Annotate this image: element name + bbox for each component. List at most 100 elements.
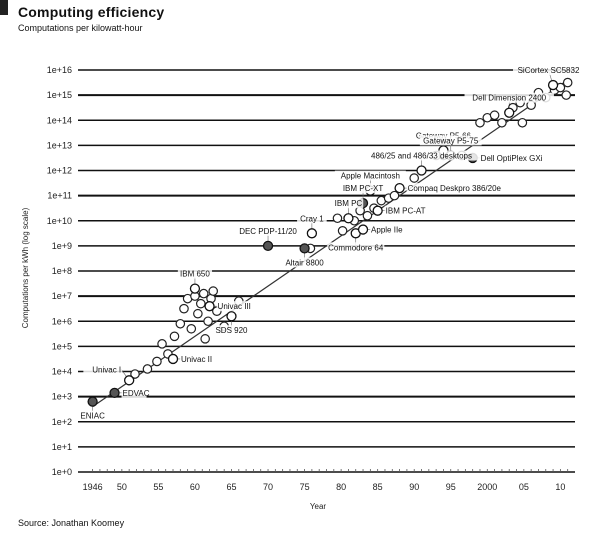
point-label: IBM PC	[335, 199, 363, 208]
data-point	[175, 318, 186, 329]
data-point	[200, 334, 210, 344]
source-note: Source: Jonathan Koomey	[18, 518, 125, 528]
labeled-data-point	[87, 396, 98, 407]
y-tick-label: 1e+9	[52, 241, 72, 251]
labeled-data-point	[547, 79, 559, 91]
x-tick-label: 95	[446, 482, 456, 492]
x-tick-label: 2000	[477, 482, 497, 492]
label-backdrop	[121, 387, 147, 398]
x-tick-label: 55	[153, 482, 163, 492]
y-tick-label: 1e+2	[52, 417, 72, 427]
label-backdrop	[216, 301, 265, 312]
point-label: Commodore 64	[328, 243, 384, 252]
y-tick-label: 1e+5	[52, 341, 72, 351]
data-point	[157, 339, 167, 349]
point-label: Gateway P5-75	[423, 136, 479, 145]
x-tick-label: 1946	[83, 482, 103, 492]
data-point	[489, 110, 500, 121]
y-tick-label: 1e+10	[47, 216, 72, 226]
label-backdrop	[341, 183, 385, 194]
y-tick-label: 1e+3	[52, 392, 72, 402]
labeled-data-point	[357, 224, 369, 235]
point-label: 486/25 and 486/33 desktops	[371, 152, 472, 161]
label-backdrop	[327, 242, 385, 253]
label-backdrop	[384, 205, 429, 216]
data-point	[142, 364, 153, 374]
data-point	[130, 369, 140, 379]
chart-subtitle: Computations per kilowatt-hour	[18, 23, 143, 33]
x-tick-label: 75	[300, 482, 310, 492]
y-axis-title: Computations per kWh (log scale)	[21, 207, 30, 328]
x-tick-label: 85	[373, 482, 383, 492]
data-point	[186, 323, 197, 334]
labeled-data-point	[299, 243, 310, 254]
axis-layer: 1e+0 1e+1 1e+2 1e+3 1e+4 1e+5 1e+6 1e+7 1e+8 1e+9…	[47, 65, 569, 492]
label-backdrop	[334, 170, 406, 181]
point-label: Compaq Deskpro 386/20e	[408, 184, 502, 193]
label-layer: ENIAC EDVAC Univac I Univac II IBM 650 Univac…	[80, 65, 584, 421]
data-point	[475, 117, 485, 128]
labeled-data-point	[343, 213, 354, 224]
x-axis-title: Year	[310, 502, 327, 511]
label-backdrop	[278, 257, 331, 268]
labeled-data-point	[394, 182, 405, 194]
y-tick-label: 1e+16	[47, 65, 72, 75]
point-label: IBM PC-XT	[343, 184, 384, 193]
y-tick-label: 1e+7	[52, 291, 72, 301]
data-point	[152, 356, 162, 367]
x-tick-label: 05	[519, 482, 529, 492]
labeled-data-point	[372, 205, 383, 216]
point-label: SiCortex SC5832	[518, 66, 580, 75]
point-label: Univac III	[218, 302, 251, 311]
labeled-data-point	[416, 165, 427, 176]
data-point	[561, 90, 572, 100]
label-backdrop	[513, 65, 584, 76]
label-backdrop	[83, 364, 123, 375]
labeled-data-point	[504, 107, 515, 118]
x-tick-label: 80	[336, 482, 346, 492]
point-label: ENIAC	[80, 412, 105, 421]
point-label: Altair 8800	[285, 258, 324, 267]
labeled-data-point	[189, 283, 201, 294]
x-tick-label: 70	[263, 482, 273, 492]
data-point	[337, 226, 348, 236]
data-point	[389, 190, 400, 201]
corner-tab	[0, 0, 8, 15]
data-point	[497, 117, 507, 128]
point-label: EDVAC	[123, 389, 150, 398]
y-tick-label: 1e+4	[52, 367, 72, 377]
x-tick-label: 65	[226, 482, 236, 492]
data-point	[193, 308, 203, 319]
y-tick-label: 1e+12	[47, 166, 72, 176]
labeled-data-point	[124, 375, 135, 386]
point-label: Dell OptiPlex GXi	[481, 154, 543, 163]
chart-title: Computing efficiency	[18, 4, 165, 20]
data-point	[203, 316, 213, 327]
data-point	[169, 331, 180, 342]
label-backdrop	[406, 183, 510, 194]
y-tick-label: 1e+1	[52, 442, 72, 452]
point-label: SDS 920	[215, 326, 248, 335]
point-label: Apple Macintosh	[341, 172, 400, 181]
y-tick-label: 1e+8	[52, 266, 72, 276]
labeled-data-point	[226, 311, 237, 322]
x-tick-label: 10	[555, 482, 565, 492]
x-tick-label: 50	[117, 482, 127, 492]
labeled-data-point	[167, 353, 179, 365]
data-point	[198, 288, 209, 299]
labeled-data-point	[262, 240, 274, 252]
point-label: IBM PC-AT	[386, 207, 426, 216]
point-label: DEC PDP-11/20	[239, 227, 297, 236]
data-point	[332, 213, 343, 224]
data-point	[409, 173, 420, 183]
labeled-data-point	[306, 228, 318, 239]
label-backdrop	[479, 152, 560, 163]
label-backdrop	[214, 325, 249, 336]
label-backdrop	[80, 410, 106, 421]
grid-layer	[78, 69, 575, 473]
data-point	[208, 286, 219, 296]
data-point	[562, 77, 573, 88]
x-tick-label: 90	[409, 482, 419, 492]
point-label: Cray 1	[300, 214, 324, 223]
